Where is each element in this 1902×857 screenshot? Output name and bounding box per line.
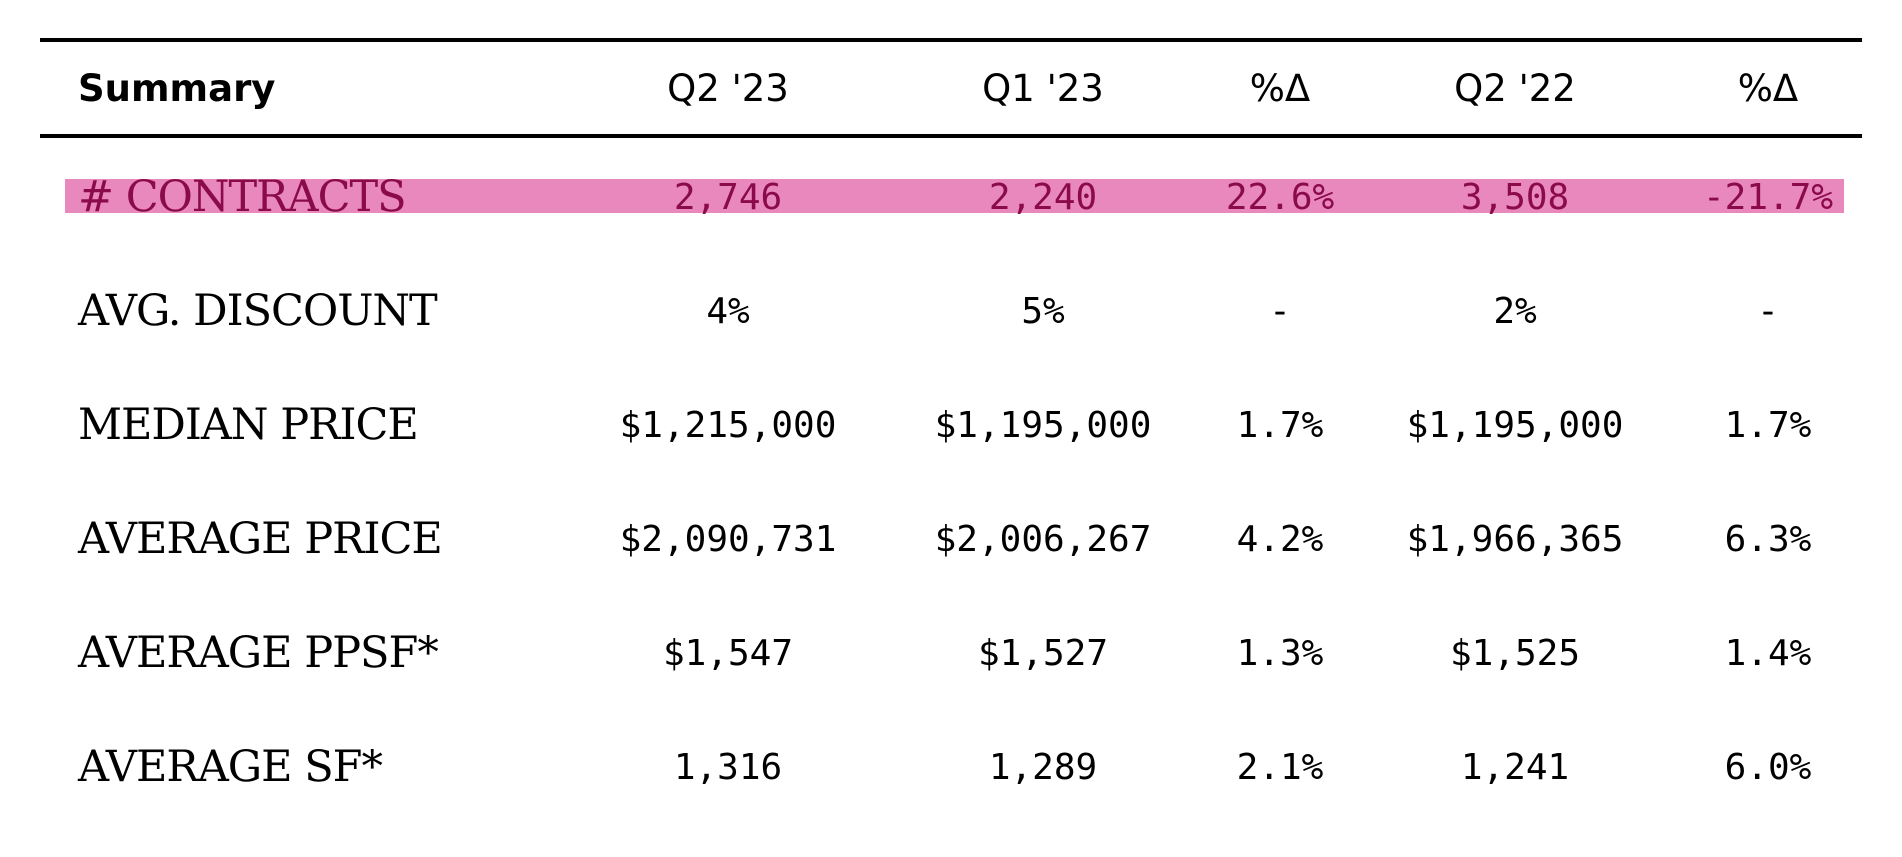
table-row-contracts: # CONTRACTS 2,746 2,240 22.6% 3,508 -21.… xyxy=(40,140,1862,254)
cell-value: 1.3% xyxy=(1236,632,1324,674)
header-col-pct-change-yoy: %Δ xyxy=(1737,66,1799,110)
cell-value: 1,241 xyxy=(1460,746,1570,788)
cell-value: $2,006,267 xyxy=(934,518,1152,560)
highlight-band xyxy=(65,179,1844,213)
cell-value: 6.3% xyxy=(1724,518,1812,560)
cell-value: $1,215,000 xyxy=(619,404,837,446)
table-row-average-price: AVERAGE PRICE $2,090,731 $2,006,267 4.2%… xyxy=(40,482,1862,596)
cell-value: $1,966,365 xyxy=(1406,518,1624,560)
header-row: Summary Q2 '23 Q1 '23 %Δ Q2 '22 %Δ xyxy=(40,42,1862,134)
cell-value: $1,195,000 xyxy=(934,404,1152,446)
cell-value: - xyxy=(1269,290,1291,332)
header-label: Summary xyxy=(78,66,276,110)
cell-value: 2% xyxy=(1493,290,1537,332)
cell-value: -21.7% xyxy=(1702,176,1834,218)
header-col-q2-22: Q2 '22 xyxy=(1454,66,1576,110)
cell-value: $1,195,000 xyxy=(1406,404,1624,446)
cell-value: 1,316 xyxy=(673,746,783,788)
table-row-average-ppsf: AVERAGE PPSF* $1,547 $1,527 1.3% $1,525 … xyxy=(40,596,1862,710)
cell-value: 2,746 xyxy=(673,176,783,218)
cell-value: 2.1% xyxy=(1236,746,1324,788)
cell-value: 3,508 xyxy=(1460,176,1570,218)
header-col-pct-change-qoq: %Δ xyxy=(1249,66,1311,110)
row-label: AVERAGE PRICE xyxy=(78,514,443,564)
cell-value: $1,547 xyxy=(662,632,794,674)
cell-value: 1,289 xyxy=(988,746,1098,788)
cell-value: 1.7% xyxy=(1724,404,1812,446)
cell-value: - xyxy=(1757,290,1779,332)
header-rule xyxy=(40,134,1862,138)
row-label: # CONTRACTS xyxy=(78,172,407,222)
table-row-median-price: MEDIAN PRICE $1,215,000 $1,195,000 1.7% … xyxy=(40,368,1862,482)
cell-value: 1.4% xyxy=(1724,632,1812,674)
cell-value: 1.7% xyxy=(1236,404,1324,446)
cell-value: 4.2% xyxy=(1236,518,1324,560)
header-col-q1-23: Q1 '23 xyxy=(982,66,1104,110)
row-label: AVERAGE PPSF* xyxy=(78,628,439,678)
cell-value: 4% xyxy=(706,290,750,332)
row-label: AVG. DISCOUNT xyxy=(78,286,438,336)
cell-value: 6.0% xyxy=(1724,746,1812,788)
cell-value: $1,527 xyxy=(977,632,1109,674)
cell-value: $1,525 xyxy=(1449,632,1581,674)
cell-value: 2,240 xyxy=(988,176,1098,218)
row-label: AVERAGE SF* xyxy=(78,742,383,792)
table-row-average-sf: AVERAGE SF* 1,316 1,289 2.1% 1,241 6.0% xyxy=(40,710,1862,824)
top-rule xyxy=(40,38,1862,42)
summary-table: Summary Q2 '23 Q1 '23 %Δ Q2 '22 %Δ # CON… xyxy=(40,38,1862,824)
cell-value: $2,090,731 xyxy=(619,518,837,560)
cell-value: 22.6% xyxy=(1225,176,1335,218)
header-col-q2-23: Q2 '23 xyxy=(667,66,789,110)
table-row-avg-discount: AVG. DISCOUNT 4% 5% - 2% - xyxy=(40,254,1862,368)
cell-value: 5% xyxy=(1021,290,1065,332)
row-label: MEDIAN PRICE xyxy=(78,400,419,450)
